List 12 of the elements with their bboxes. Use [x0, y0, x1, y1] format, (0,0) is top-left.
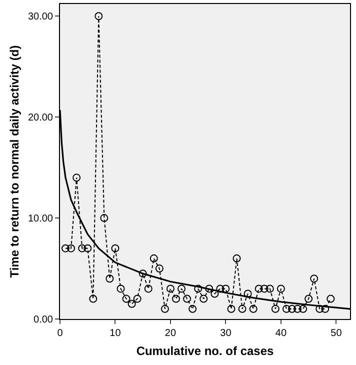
y-tick-label: 10.00 — [28, 214, 54, 225]
x-tick-label: 40 — [275, 328, 287, 339]
x-axis-title: Cumulative no. of cases — [136, 344, 274, 358]
x-tick-label: 20 — [164, 328, 176, 339]
x-tick-label: 50 — [330, 328, 342, 339]
y-tick-label: 20.00 — [28, 112, 54, 124]
y-tick-label: 30.00 — [28, 12, 54, 23]
x-tick-label: 10 — [110, 328, 122, 339]
x-tick-label: 30 — [220, 328, 232, 339]
y-axis-title: Time to return to normal daily activity (d) — [7, 45, 22, 278]
y-tick-label: 0.00 — [34, 314, 54, 326]
x-tick-label: 0 — [57, 328, 64, 339]
